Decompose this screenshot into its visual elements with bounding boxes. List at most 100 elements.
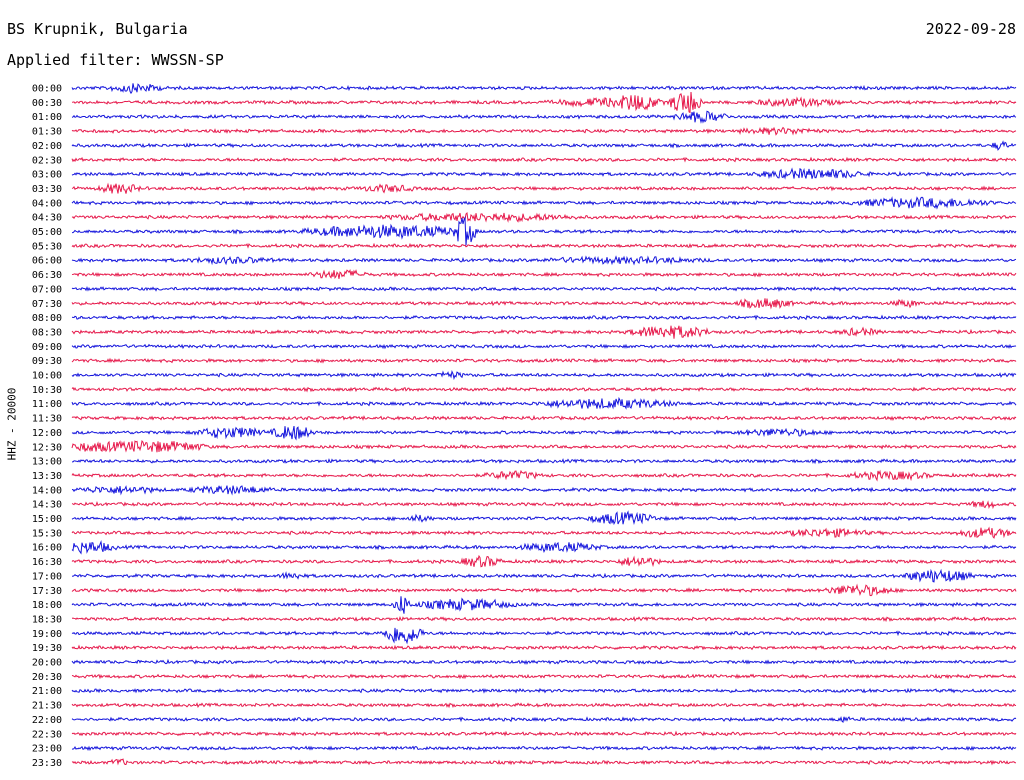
trace-line-0200	[71, 140, 1017, 151]
hour-tick-label: 19:00	[32, 629, 62, 640]
trace-line-2200	[71, 715, 1017, 723]
trace-line-0730	[71, 298, 1017, 310]
hour-tick-label: 02:30	[32, 155, 62, 166]
trace-line-1300	[71, 458, 1017, 465]
hour-tick-label: 06:00	[32, 256, 62, 267]
hour-tick-label: 03:00	[32, 170, 62, 181]
hour-tick-label: 20:00	[32, 658, 62, 669]
hour-tick-label: 11:30	[32, 414, 62, 425]
trace-line-0300	[71, 167, 1017, 180]
trace-line-2100	[71, 687, 1017, 694]
trace-line-1000	[71, 369, 1017, 381]
trace-line-2330	[71, 758, 1017, 766]
trace-line-0930	[71, 357, 1017, 364]
hour-tick-label: 18:00	[32, 600, 62, 611]
hour-tick-label: 15:30	[32, 528, 62, 539]
trace-line-1230	[71, 440, 1017, 453]
hour-tick-label: 21:30	[32, 701, 62, 712]
hour-tick-label: 09:00	[32, 342, 62, 353]
trace-line-0900	[71, 343, 1017, 350]
trace-line-1900	[71, 627, 1017, 645]
hour-tick-label: 14:00	[32, 485, 62, 496]
station-title: BS Krupnik, Bulgaria	[7, 20, 188, 38]
trace-line-0630	[71, 268, 1017, 279]
hour-tick-label: 09:30	[32, 356, 62, 367]
hour-tick-label: 16:30	[32, 557, 62, 568]
hour-tick-label: 14:30	[32, 500, 62, 511]
hour-tick-label: 22:00	[32, 715, 62, 726]
trace-line-0830	[71, 325, 1017, 339]
trace-line-1530	[71, 526, 1017, 539]
trace-line-0000	[71, 83, 1017, 95]
filter-label: Applied filter: WWSSN-SP	[7, 51, 224, 69]
hour-tick-label: 10:30	[32, 385, 62, 396]
hour-tick-label: 12:30	[32, 442, 62, 453]
trace-line-2230	[71, 730, 1017, 737]
trace-line-1700	[71, 568, 1017, 583]
trace-line-1100	[71, 396, 1017, 410]
hour-tick-label: 20:30	[32, 672, 62, 683]
hour-tick-label: 01:30	[32, 127, 62, 138]
hour-tick-label: 08:30	[32, 327, 62, 338]
hour-tick-label: 07:00	[32, 284, 62, 295]
trace-line-0030	[71, 91, 1017, 114]
hour-tick-label: 05:30	[32, 241, 62, 252]
hour-tick-label: 06:30	[32, 270, 62, 281]
trace-line-1130	[71, 414, 1017, 421]
trace-line-0600	[71, 255, 1017, 266]
hour-tick-label: 07:30	[32, 299, 62, 310]
hour-tick-label: 05:00	[32, 227, 62, 238]
trace-line-1630	[71, 554, 1017, 568]
hour-tick-label: 08:00	[32, 313, 62, 324]
trace-line-0130	[71, 126, 1017, 136]
trace-line-1200	[71, 425, 1017, 441]
trace-line-0330	[71, 182, 1017, 194]
hour-tick-label: 17:30	[32, 586, 62, 597]
trace-line-1800	[71, 596, 1017, 614]
trace-line-1400	[71, 485, 1017, 496]
trace-line-0800	[71, 314, 1017, 321]
trace-line-2000	[71, 658, 1017, 665]
hour-tick-label: 21:00	[32, 686, 62, 697]
trace-line-2300	[71, 745, 1017, 752]
trace-line-1430	[71, 500, 1017, 510]
trace-line-1500	[71, 510, 1017, 526]
trace-line-1830	[71, 616, 1017, 623]
hour-tick-label: 17:00	[32, 571, 62, 582]
hour-tick-label: 15:00	[32, 514, 62, 525]
hour-tick-label: 16:00	[32, 543, 62, 554]
hour-tick-label: 01:00	[32, 112, 62, 123]
trace-line-2030	[71, 673, 1017, 680]
trace-line-2130	[71, 702, 1017, 709]
trace-line-0430	[71, 211, 1017, 223]
hour-tick-label: 04:00	[32, 198, 62, 209]
hour-tick-label: 23:00	[32, 744, 62, 755]
trace-line-1730	[71, 583, 1017, 597]
hour-tick-label: 19:30	[32, 643, 62, 654]
trace-line-1030	[71, 386, 1017, 393]
hour-tick-label: 12:00	[32, 428, 62, 439]
record-date: 2022-09-28	[925, 20, 1016, 38]
trace-line-0400	[71, 196, 1017, 210]
trace-line-0230	[71, 156, 1017, 163]
trace-line-0100	[71, 110, 1017, 124]
hour-tick-label: 22:30	[32, 729, 62, 740]
trace-line-1930	[71, 644, 1017, 651]
hour-tick-label: 00:00	[32, 84, 62, 95]
hour-tick-label: 00:30	[32, 98, 62, 109]
hour-tick-label: 10:00	[32, 371, 62, 382]
hour-tick-label: 18:30	[32, 614, 62, 625]
hour-tick-label: 03:30	[32, 184, 62, 195]
hour-tick-label: 04:30	[32, 213, 62, 224]
trace-line-0530	[71, 242, 1017, 249]
hour-tick-label: 13:30	[32, 471, 62, 482]
hour-tick-label: 11:00	[32, 399, 62, 410]
trace-line-0500	[71, 215, 1017, 246]
hour-tick-label: 23:30	[32, 758, 62, 769]
trace-line-0700	[71, 285, 1017, 292]
hour-tick-label: 02:00	[32, 141, 62, 152]
trace-line-1330	[71, 469, 1017, 482]
hour-tick-label: 13:00	[32, 457, 62, 468]
trace-line-1600	[71, 540, 1017, 555]
